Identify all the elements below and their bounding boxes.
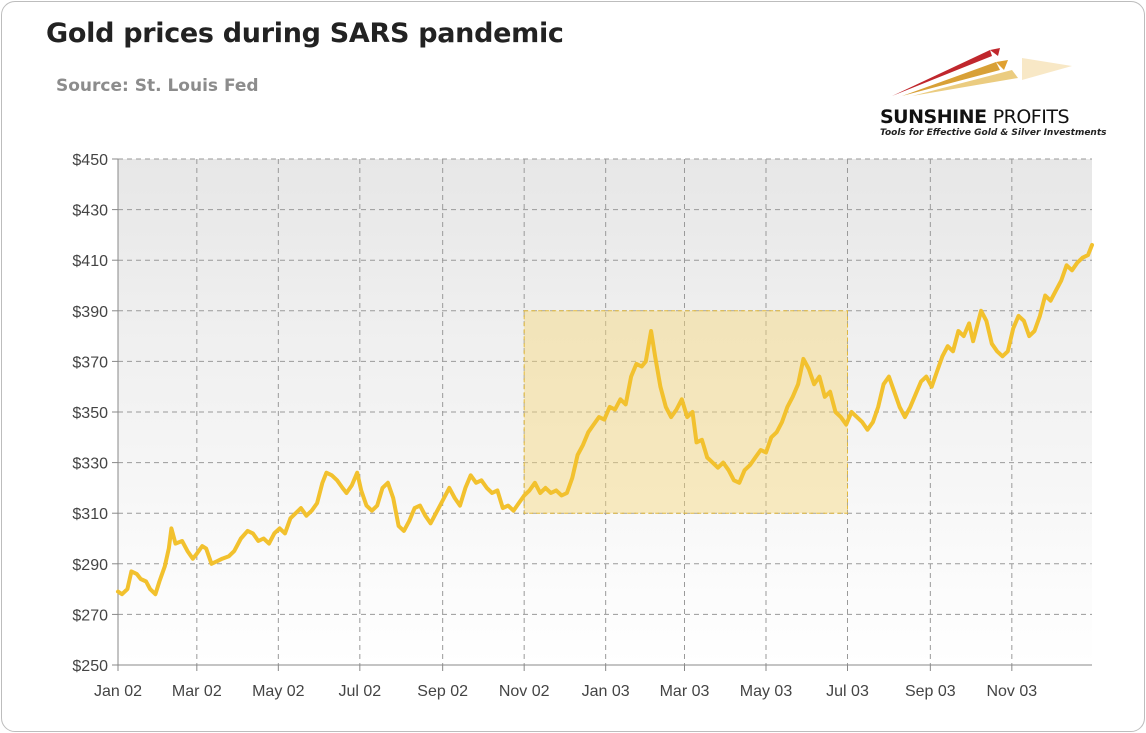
x-tick-label: Nov 03: [986, 683, 1037, 700]
y-tick-label: $250: [72, 658, 108, 675]
x-tick-label: May 02: [252, 683, 305, 700]
logo-tagline: Tools for Effective Gold & Silver Invest…: [880, 128, 1107, 138]
y-tick-label: $430: [72, 203, 108, 220]
x-tick-label: Nov 02: [499, 683, 550, 700]
y-tick-label: $350: [72, 405, 108, 422]
x-tick-label: Sep 03: [905, 683, 956, 700]
y-tick-label: $410: [72, 253, 108, 270]
logo-name: SUNSHINE PROFITS: [880, 106, 1070, 128]
y-tick-label: $330: [72, 456, 108, 473]
chart-subtitle: Source: St. Louis Fed: [56, 76, 259, 96]
series-layer: [116, 243, 1094, 597]
y-axis-ticks: $250 $270 $290 $310 $330 $350 $370 $390 $410 $430…: [72, 152, 118, 675]
y-tick-label: $390: [72, 304, 108, 321]
y-tick-label: $310: [72, 506, 108, 523]
x-tick-label: Mar 03: [660, 683, 710, 700]
y-tick-label: $450: [72, 152, 108, 169]
x-tick-label: Mar 02: [172, 683, 222, 700]
x-tick-label: Jan 03: [582, 683, 630, 700]
y-tick-label: $290: [72, 557, 108, 574]
x-tick-label: Jul 02: [338, 683, 381, 700]
x-tick-label: Jan 02: [94, 683, 142, 700]
x-tick-label: Jul 03: [826, 683, 869, 700]
x-tick-label: Sep 02: [417, 683, 468, 700]
gold-price-line: [116, 243, 1094, 597]
sunshine-profits-logo: SUNSHINE PROFITS Tools for Effective Gol…: [872, 40, 1107, 140]
sunshine-rays-icon: [892, 48, 1072, 96]
chart-title: Gold prices during SARS pandemic: [46, 18, 564, 49]
x-tick-label: May 03: [740, 683, 793, 700]
y-tick-label: $270: [72, 607, 108, 624]
x-axis-ticks: Jan 02 Mar 02 May 02 Jul 02 Sep 02 Nov 02 Jan …: [94, 665, 1037, 700]
y-tick-label: $370: [72, 354, 108, 371]
